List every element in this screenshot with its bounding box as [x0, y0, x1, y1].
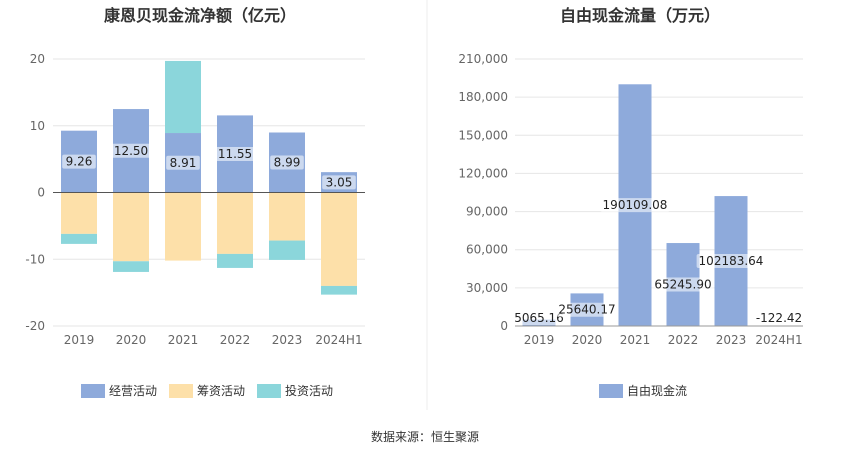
data-label-bg	[652, 277, 714, 292]
data-label-bg	[322, 175, 356, 190]
legend-swatch	[599, 384, 623, 398]
data-label-bg	[110, 143, 152, 158]
y-tick-label: 20	[30, 52, 45, 66]
legend-label: 投资活动	[285, 383, 333, 398]
bar-financing-2023	[269, 192, 305, 241]
bar-financing-2021	[165, 192, 201, 261]
data-label-bg	[270, 155, 304, 170]
data-label: 5065.16	[514, 311, 564, 325]
y-tick-label: 180,000	[458, 90, 508, 104]
y-tick-label: 210,000	[458, 52, 508, 66]
bar-financing-2022	[217, 192, 253, 254]
data-label: 12.50	[114, 144, 148, 158]
bar-investing-2021	[165, 60, 201, 134]
data-label-bg	[214, 146, 256, 161]
x-tick-label: 2023	[272, 333, 303, 347]
y-tick-label: 60,000	[466, 243, 508, 257]
x-tick-label: 2019	[524, 333, 555, 347]
data-label-bg	[696, 254, 766, 269]
data-label: 102183.64	[699, 254, 764, 268]
x-tick-label: 2021	[168, 333, 199, 347]
y-tick-label: 120,000	[458, 166, 508, 180]
left-chart-title: 康恩贝现金流净额（亿元）	[104, 6, 296, 25]
bar-financing-2024H1	[321, 192, 357, 286]
data-label: 8.99	[274, 155, 301, 169]
bar-investing-2023	[269, 240, 305, 260]
x-tick-label: 2024H1	[315, 333, 362, 347]
data-label: 65245.90	[654, 278, 711, 292]
bar-investing-2024H1	[321, 285, 357, 295]
y-tick-label: 0	[37, 186, 45, 200]
y-tick-label: -10	[25, 252, 45, 266]
data-label: 190109.08	[603, 198, 668, 212]
data-label-bg	[62, 154, 96, 169]
right-chart-title: 自由现金流量（万元）	[560, 6, 720, 25]
bar-investing-2020	[113, 261, 149, 272]
bar-financing-2020	[113, 192, 149, 262]
data-label: 25640.17	[558, 303, 615, 317]
y-tick-label: 10	[30, 119, 45, 133]
x-tick-label: 2022	[668, 333, 699, 347]
data-label-bg	[751, 311, 807, 325]
legend-swatch	[257, 384, 281, 398]
data-label-bg	[556, 302, 618, 317]
data-source-note: 数据来源：恒生聚源	[370, 430, 479, 444]
data-label-bg	[511, 311, 567, 325]
bar-investing-2019	[61, 233, 97, 244]
data-label: 3.05	[326, 175, 353, 189]
legend-label: 筹资活动	[197, 384, 245, 398]
y-tick-label: 30,000	[466, 281, 508, 295]
data-label-bg	[600, 198, 670, 213]
y-tick-label: 150,000	[458, 128, 508, 142]
legend-label: 自由现金流	[627, 383, 687, 398]
bar-financing-2019	[61, 192, 97, 234]
data-label: 9.26	[66, 155, 93, 169]
data-label: 8.91	[170, 156, 197, 170]
data-label: -122.42	[756, 311, 802, 325]
free-cashflow-chart: 自由现金流量（万元） 210,000 180,000 150,000 120,000 9…	[458, 6, 807, 398]
x-tick-label: 2022	[220, 333, 251, 347]
cashflow-net-chart: 康恩贝现金流净额（亿元） 20 10 0 -10 -20 2019 2020 2021 2022…	[25, 6, 365, 398]
y-tick-label: 0	[500, 319, 508, 333]
x-tick-label: 2020	[116, 333, 147, 347]
x-tick-label: 2024H1	[755, 333, 802, 347]
x-tick-label: 2023	[716, 333, 747, 347]
legend-label: 经营活动	[109, 384, 157, 398]
legend-swatch	[169, 384, 193, 398]
y-tick-label: -20	[25, 319, 45, 333]
data-label-bg	[166, 155, 200, 170]
x-tick-label: 2019	[64, 333, 95, 347]
bar-investing-2022	[217, 253, 253, 268]
x-tick-label: 2020	[572, 333, 603, 347]
y-tick-label: 90,000	[466, 205, 508, 219]
x-tick-label: 2021	[620, 333, 651, 347]
legend-swatch	[81, 384, 105, 398]
data-label: 11.55	[218, 147, 252, 161]
